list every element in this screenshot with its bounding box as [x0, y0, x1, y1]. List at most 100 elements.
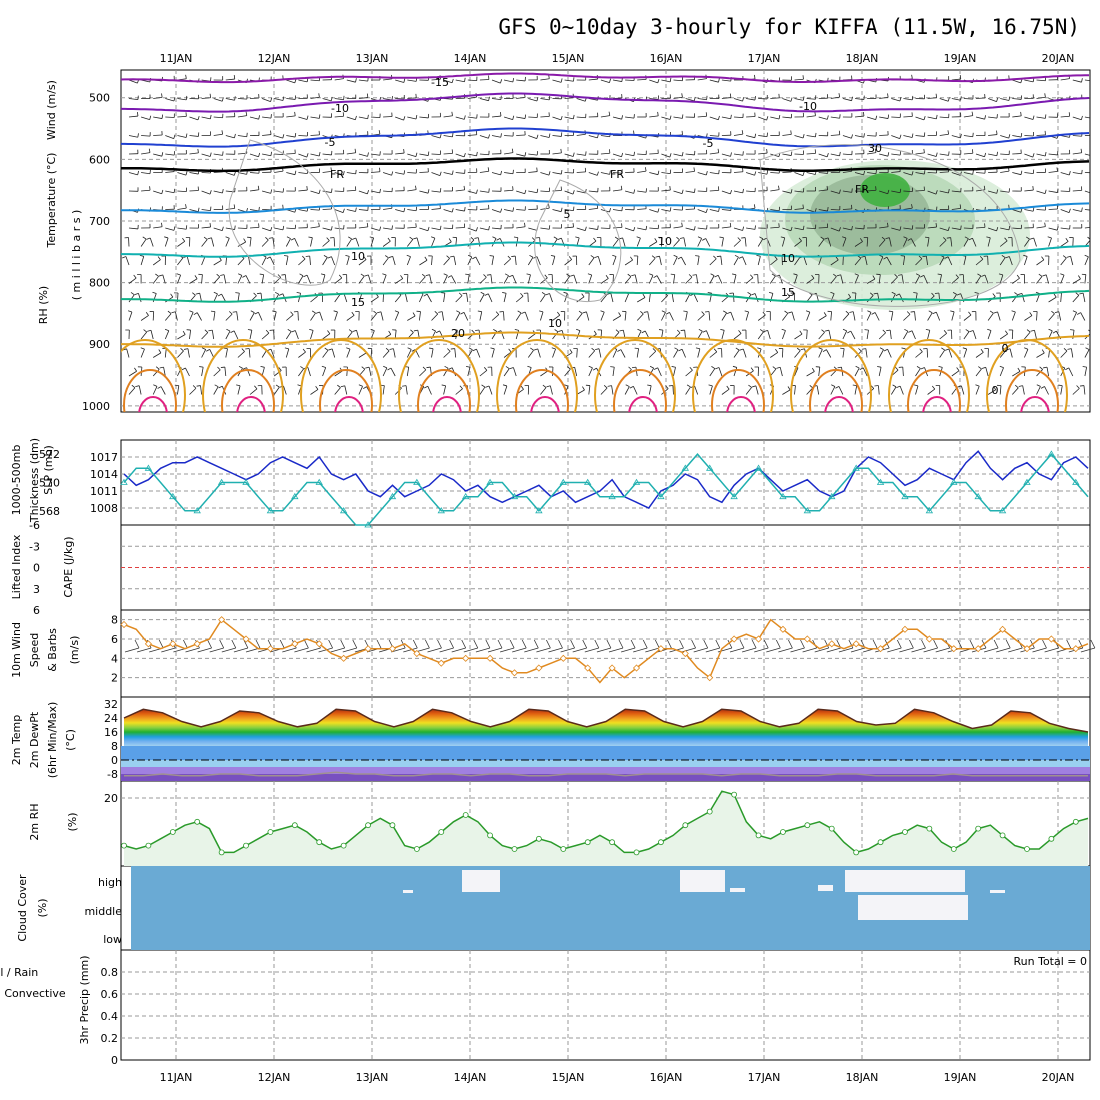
wind-barb: [891, 98, 901, 102]
wind-barb-flag: [308, 236, 313, 239]
wind-barb-flag: [896, 639, 902, 649]
wind-barb: [625, 153, 635, 157]
wind-barb-flag: [488, 96, 490, 101]
wind-barb-flag: [403, 116, 406, 121]
wind-marker: [1023, 645, 1031, 653]
wind-marker: [754, 635, 763, 643]
wind-barb-flag: [738, 330, 742, 334]
wind-barb-flag: [306, 115, 309, 120]
wind-barb-flag: [790, 226, 793, 231]
wind-barb-flag: [620, 185, 623, 190]
wind-barb-flag: [882, 329, 886, 334]
thickness-marker: [803, 507, 812, 514]
wind-barb-flag: [960, 133, 962, 138]
wind-barb: [467, 116, 477, 119]
wind-barb: [162, 274, 166, 284]
wind-barb-flag: [530, 347, 534, 351]
wind-barb: [479, 370, 488, 377]
wind-barb-flag: [1076, 385, 1080, 389]
wind-barb-flag: [379, 226, 382, 231]
temp-tick: 16: [104, 726, 118, 739]
wind-barb: [491, 79, 501, 84]
wind-barb: [152, 369, 160, 377]
wind-barb: [1008, 256, 1013, 266]
rh-contour: [228, 139, 341, 286]
wind-barb-flag: [512, 78, 515, 83]
wind-barb: [854, 385, 858, 395]
wind-barb-flag: [243, 639, 249, 649]
wind-barb: [963, 256, 967, 266]
wind-barb: [270, 348, 275, 358]
wind-barb: [1021, 293, 1025, 303]
wind-barb-flag: [513, 236, 518, 239]
wind-barb: [927, 190, 937, 195]
wind-barb: [174, 311, 178, 321]
wind-barb-flag: [142, 236, 147, 240]
wind-barb-flag: [134, 293, 139, 296]
wind-barb-flag: [827, 207, 829, 212]
wind-barb-flag: [597, 133, 599, 138]
wind-barb: [419, 153, 429, 156]
wind-barb-flag: [199, 366, 204, 368]
wind-barb-flag: [854, 273, 859, 276]
wind-barb: [814, 647, 829, 653]
wind-barb-flag: [1043, 366, 1048, 369]
wind-barb-flag: [394, 310, 399, 313]
wind-barb-flag: [923, 115, 926, 121]
wind-barb: [552, 152, 562, 155]
wind-barb-flag: [337, 384, 341, 388]
wind-barb-flag: [542, 384, 547, 388]
wind-barb: [975, 258, 984, 266]
wind-barb: [383, 78, 393, 81]
wind-barb-flag: [330, 167, 332, 172]
wind-barb: [306, 647, 321, 653]
wind-barb: [600, 312, 605, 321]
wind-barb: [830, 190, 840, 194]
rh-marker: [926, 825, 933, 832]
wind-barb: [358, 153, 368, 157]
wind-barb-flag: [753, 204, 756, 209]
wind-barb: [891, 171, 901, 173]
wind-barb-flag: [560, 207, 563, 212]
wind-barb: [189, 152, 199, 155]
wind-barb-flag: [693, 226, 696, 231]
rh-marker: [658, 839, 664, 846]
wind-barb-flag: [485, 639, 491, 649]
wind-barb: [443, 227, 453, 230]
wind-barb-flag: [640, 310, 644, 315]
wind-barb-flag: [495, 311, 500, 315]
wind-barb-flag: [435, 330, 440, 334]
wind-barb-flag: [625, 384, 630, 387]
wind-barb-flag: [705, 171, 708, 176]
wind-barb: [528, 98, 538, 102]
wind-barb: [890, 293, 896, 303]
wind-barb: [782, 389, 791, 395]
wind-barb: [746, 227, 756, 230]
thickness-marker: [1072, 478, 1080, 485]
wind-barb: [274, 190, 284, 193]
wind-barb-flag: [173, 226, 176, 231]
wind-barb: [431, 348, 434, 358]
wind-barb: [865, 348, 868, 358]
wind-barb: [794, 172, 804, 176]
wind-barb-flag: [1085, 347, 1090, 350]
thickness-marker: [901, 492, 909, 500]
wind-barb-flag: [763, 639, 769, 649]
wind-barb-flag: [859, 367, 864, 370]
wind-barb: [298, 172, 308, 174]
wind-barb: [407, 153, 417, 158]
wind-barb-flag: [802, 96, 805, 101]
temp-fill-group: [121, 708, 1090, 781]
wind-barb: [685, 311, 688, 321]
wind-barb: [899, 293, 904, 303]
wind-barb-flag: [462, 292, 467, 295]
wind-barb: [612, 367, 615, 377]
wind-barb-flag: [732, 273, 737, 276]
wind-barb-flag: [947, 226, 950, 231]
wind-marker: [510, 669, 519, 677]
wind-10m-panel: [120, 616, 1096, 684]
wind-barb-flag: [321, 365, 326, 368]
wind-barb: [407, 209, 417, 212]
wind-barb-flag: [302, 348, 306, 353]
wind-barb: [1084, 116, 1090, 119]
